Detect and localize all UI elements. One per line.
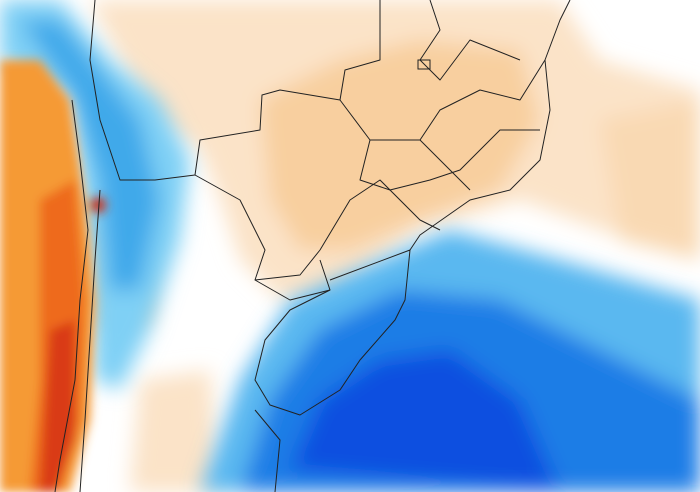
coastline: [409, 0, 571, 251]
border: [417, 59, 431, 70]
border: [359, 129, 540, 191]
border: [79, 189, 101, 492]
border: [254, 259, 331, 301]
border: [194, 174, 441, 281]
borders: [54, 0, 571, 492]
coastline: [254, 409, 281, 492]
coastline: [54, 99, 89, 492]
border: [419, 0, 521, 81]
hot-coast: [0, 60, 106, 492]
border: [419, 139, 471, 191]
border: [254, 249, 411, 416]
border: [89, 0, 381, 181]
